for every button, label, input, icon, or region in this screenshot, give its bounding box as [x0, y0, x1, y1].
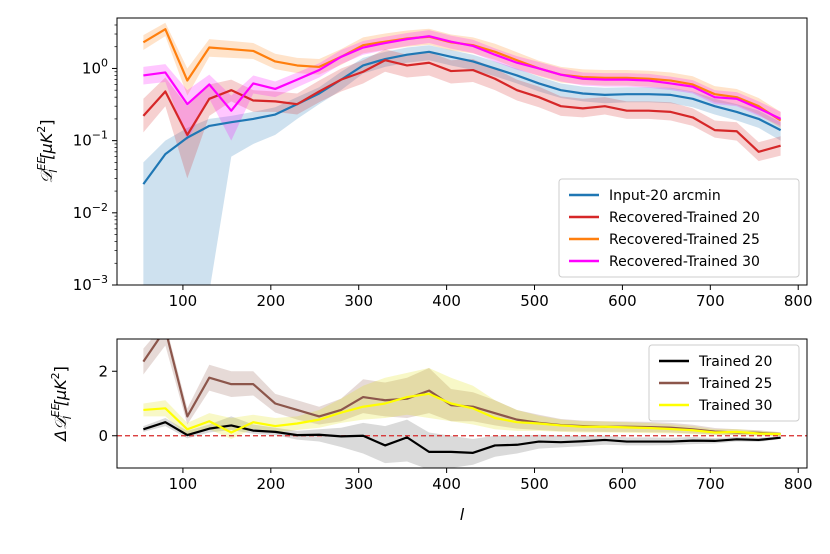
- bottom-axes: 100 200 300 400 500 600 700 800 0 2 Δ𝒟EEl[μK2] l: [49, 338, 813, 524]
- y-tick-label-top: 10−2: [73, 201, 108, 222]
- series-line-top-0: [142, 50, 782, 185]
- x-tick-label-bottom: 100: [169, 475, 198, 493]
- legend-label-bottom-1: Trained 25: [698, 376, 772, 392]
- legend-label-top-0: Input-20 arcmin: [609, 188, 721, 204]
- top-panel: 100 200 300 400 500 600 700 800 10−3 10−2 10−1 100 𝒟…: [35, 17, 813, 310]
- x-tick-label-top: 100: [169, 292, 198, 310]
- y-axis-label-bottom: Δ𝒟EEl[μK2]: [49, 366, 74, 443]
- x-tick-label-bottom: 700: [696, 475, 725, 493]
- series-line-top-1: [142, 59, 781, 153]
- legend-box-bottom: [648, 344, 800, 422]
- band-top-3: [143, 30, 781, 141]
- top-legend: Input-20 arcmin Recovered-Trained 20 Recov…: [558, 178, 800, 278]
- y-axis-label-top: 𝒟EEl[μK2]: [35, 120, 60, 184]
- x-tick-label-bottom: 400: [432, 475, 461, 493]
- x-tick-label-top: 500: [520, 292, 549, 310]
- x-tick-label-top: 400: [432, 292, 461, 310]
- legend-label-top-2: Recovered-Trained 25: [609, 232, 760, 248]
- legend-label-top-1: Recovered-Trained 20: [609, 210, 760, 226]
- y-tick-label-bottom: 0: [98, 427, 108, 445]
- x-tick-label-top: 800: [784, 292, 813, 310]
- x-tick-label-top: 200: [257, 292, 286, 310]
- top-axes: 100 200 300 400 500 600 700 800 10−3 10−2 10−1 100 𝒟…: [35, 17, 813, 310]
- bottom-panel: 100 200 300 400 500 600 700 800 0 2 Δ𝒟EEl[μK2] l Tr…: [49, 338, 813, 524]
- x-tick-label-bottom: 600: [608, 475, 637, 493]
- y-tick-label-bottom: 2: [98, 362, 108, 380]
- bottom-legend: Trained 20 Trained 25 Trained 30: [648, 344, 800, 422]
- x-tick-label-top: 700: [696, 292, 725, 310]
- band-bottom-0: [143, 416, 781, 468]
- y-tick-label-top: 10−1: [73, 129, 108, 150]
- x-tick-label-top: 300: [344, 292, 373, 310]
- series-line-bottom-2: [143, 392, 781, 436]
- series-line-bottom-0: [143, 421, 781, 454]
- bottom-series-lines: [117, 339, 807, 454]
- legend-label-bottom-0: Trained 20: [698, 354, 772, 370]
- band-bottom-2: [143, 368, 781, 439]
- x-tick-label-bottom: 300: [344, 475, 373, 493]
- x-tick-label-bottom: 500: [520, 475, 549, 493]
- x-tick-label-bottom: 800: [784, 475, 813, 493]
- band-top-0: [143, 45, 781, 285]
- x-tick-label-top: 600: [608, 292, 637, 310]
- legend-box-top: [558, 178, 800, 278]
- y-tick-label-top: 10−3: [73, 273, 108, 294]
- y-tick-label-top: 100: [82, 56, 108, 77]
- band-top-1: [143, 49, 781, 179]
- series-line-top-3: [143, 35, 782, 120]
- legend-label-top-3: Recovered-Trained 30: [609, 254, 760, 270]
- plot-frame-bottom: [116, 338, 808, 469]
- x-axis-label: l: [460, 505, 465, 524]
- top-series-lines: [142, 28, 782, 185]
- x-tick-label-bottom: 200: [257, 475, 286, 493]
- legend-label-bottom-2: Trained 30: [698, 398, 772, 414]
